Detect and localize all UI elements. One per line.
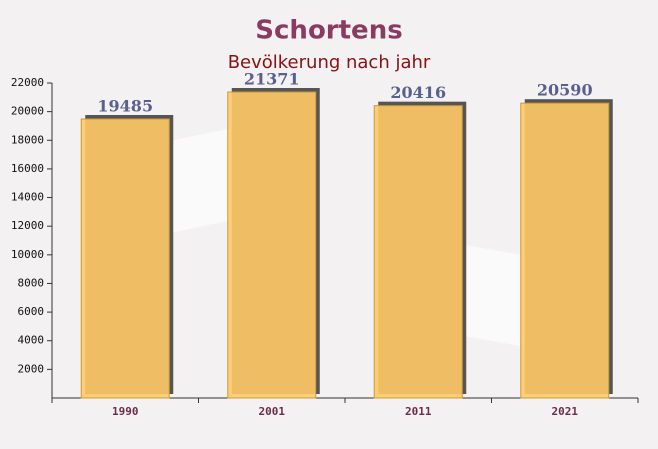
- value-label: 19485: [97, 97, 153, 116]
- y-tick-label: 14000: [11, 191, 44, 204]
- bar: [373, 105, 463, 399]
- y-tick-label: 18000: [11, 133, 44, 146]
- bar: [227, 91, 317, 399]
- y-tick-label: 6000: [18, 305, 45, 318]
- bar: [520, 102, 610, 399]
- value-label: 21371: [244, 70, 300, 89]
- x-tick-label: 2001: [259, 405, 286, 418]
- x-tick-label: 2021: [552, 405, 579, 418]
- y-tick-label: 2000: [18, 362, 45, 375]
- chart-subtitle: Bevölkerung nach jahr: [228, 52, 431, 73]
- y-tick-label: 12000: [11, 219, 44, 232]
- chart-title: Schortens: [255, 16, 402, 46]
- y-tick-label: 10000: [11, 248, 44, 261]
- x-tick-label: 1990: [112, 405, 139, 418]
- y-tick-label: 8000: [18, 276, 45, 289]
- y-tick-label: 4000: [18, 334, 45, 347]
- value-label: 20590: [537, 81, 593, 100]
- x-tick-label: 2011: [405, 405, 432, 418]
- y-tick-label: 22000: [11, 76, 44, 89]
- y-tick-label: 16000: [11, 162, 44, 175]
- y-tick-label: 20000: [11, 105, 44, 118]
- value-label: 20416: [390, 83, 446, 102]
- bar: [80, 118, 170, 399]
